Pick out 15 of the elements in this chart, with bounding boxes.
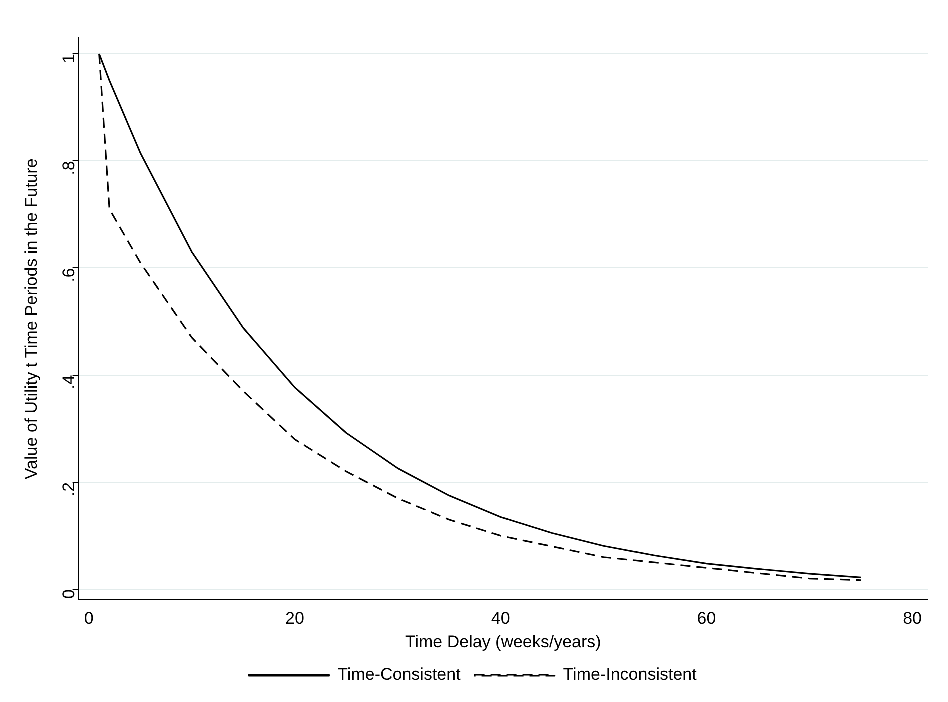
x-tick-label: 20 xyxy=(286,609,304,628)
legend-label: Time-Inconsistent xyxy=(563,665,698,684)
y-tick-label: 0 xyxy=(59,589,78,599)
y-tick-label: .4 xyxy=(59,375,78,390)
x-tick-label: 0 xyxy=(84,609,94,628)
x-tick-label: 80 xyxy=(903,609,922,628)
y-tick-label: .8 xyxy=(59,161,78,176)
y-axis-title: Value of Utility t Time Periods in the Future xyxy=(22,158,41,480)
y-tick-label: .6 xyxy=(59,268,78,282)
x-axis-title: Time Delay (weeks/years) xyxy=(405,632,602,652)
y-tick-label: .2 xyxy=(59,482,78,497)
legend-label: Time-Consistent xyxy=(338,665,462,684)
x-tick-label: 40 xyxy=(491,609,510,628)
x-tick-label: 60 xyxy=(697,609,716,628)
y-tick-label: 1 xyxy=(59,54,78,64)
